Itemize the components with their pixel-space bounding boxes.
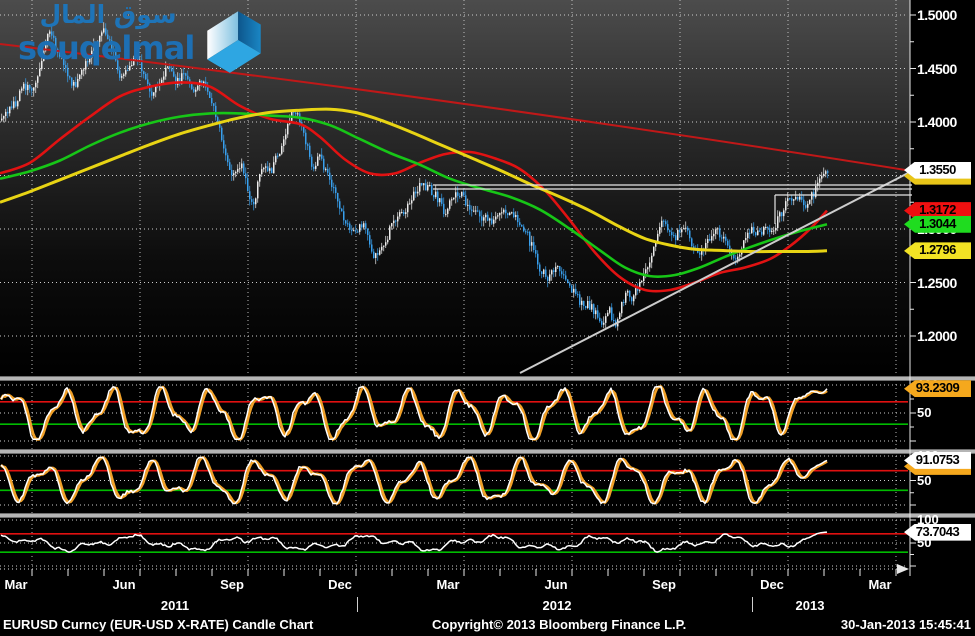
stochastic-panel-2-fast-line <box>0 456 828 505</box>
panel-separator <box>0 376 975 381</box>
status-bar: EURUSD Curncy (EUR-USD X-RATE) Candle Ch… <box>0 617 975 636</box>
ma-slow-yellow-line <box>0 107 828 254</box>
stochastic-panel-1-fast-line <box>0 385 828 441</box>
panel-separator <box>0 449 975 454</box>
logo-ribbon-icon <box>207 11 261 73</box>
ma-fast-red-line <box>0 81 828 293</box>
resistance-line <box>774 194 912 224</box>
copyright-text: Copyright© 2013 Bloomberg Finance L.P. <box>432 617 687 632</box>
logo-latin-text: souqelmal <box>18 29 195 67</box>
panel-separator <box>0 513 975 518</box>
timestamp: 30-Jan-2013 15:45:41 <box>840 617 971 632</box>
ascending-support <box>519 170 913 374</box>
ma-mid-green-line <box>0 111 828 278</box>
x-axis-arrow <box>897 564 909 574</box>
logo-arabic-text: سوق المال <box>39 0 177 29</box>
oscillator-panel-3-fast-line <box>0 531 828 553</box>
axes <box>0 0 916 576</box>
gridlines <box>0 0 908 568</box>
chart-title: EURUSD Curncy (EUR-USD X-RATE) Candle Ch… <box>3 617 314 632</box>
souqelmal-logo: سوق المال souqelmal <box>16 0 266 76</box>
descending-resistance <box>0 43 913 172</box>
